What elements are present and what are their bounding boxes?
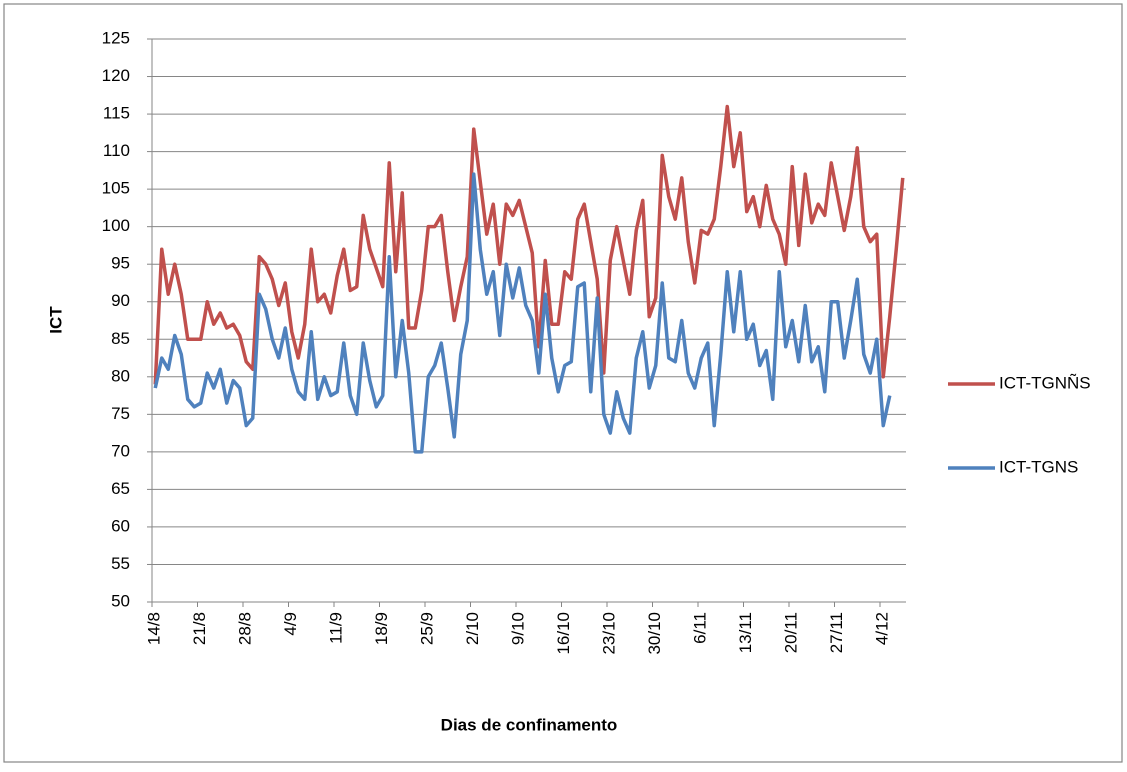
x-tick-label: 21/8	[190, 612, 209, 645]
x-tick-label: 4/12	[873, 612, 892, 645]
x-tick-label: 9/10	[509, 612, 528, 645]
y-tick-label: 110	[103, 141, 130, 160]
legend-label: ICT-TGNÑS	[999, 373, 1091, 392]
y-tick-label: 70	[111, 441, 130, 460]
x-tick-label: 2/10	[463, 612, 482, 645]
x-tick-label: 25/9	[418, 612, 437, 645]
data-line	[153, 104, 905, 385]
x-tick-label: 6/11	[691, 612, 710, 644]
y-tick-label: 115	[103, 104, 130, 123]
y-tick-label: 60	[111, 516, 130, 535]
y-tick-label: 125	[102, 28, 130, 47]
y-tick-label: 90	[111, 291, 130, 310]
x-axis-title: Dias de confinamento	[441, 715, 618, 734]
y-tick-label: 85	[111, 329, 130, 348]
x-tick-label: 27/11	[827, 612, 846, 653]
y-tick-label: 50	[111, 591, 130, 610]
y-tick-label: 95	[111, 254, 130, 273]
x-tick-label: 14/8	[145, 612, 164, 645]
y-tick-label: 80	[111, 366, 130, 385]
y-tick-label: 55	[111, 554, 130, 573]
x-tick-label: 23/10	[600, 612, 619, 655]
x-tick-label: 18/9	[372, 612, 391, 645]
x-tick-label: 20/11	[782, 612, 801, 653]
y-tick-label: 65	[111, 479, 130, 498]
legend-label: ICT-TGNS	[999, 457, 1078, 476]
chart-border	[3, 3, 1123, 763]
y-tick-label: 100	[102, 216, 130, 235]
y-tick-label: 75	[111, 404, 130, 423]
y-tick-label: 105	[102, 179, 130, 198]
x-tick-label: 16/10	[554, 612, 573, 655]
y-axis-title: ICT	[46, 306, 65, 334]
x-tick-label: 13/11	[736, 612, 755, 653]
x-tick-label: 11/9	[327, 612, 346, 644]
x-tick-label: 28/8	[236, 612, 255, 645]
y-tick-label: 120	[102, 66, 130, 85]
x-tick-label: 4/9	[281, 612, 300, 636]
x-tick-label: 30/10	[645, 612, 664, 655]
data-line	[153, 172, 892, 454]
